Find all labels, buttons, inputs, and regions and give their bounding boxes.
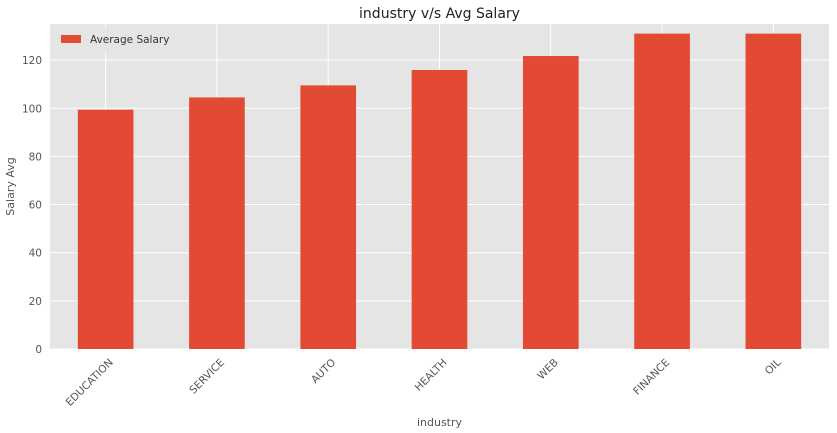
bar-health: [411, 69, 468, 350]
y-tick-label: 60: [29, 200, 42, 212]
x-axis-ticks: EDUCATION SERVICE AUTO HEALTH WEB FINANCE OIL: [64, 357, 784, 409]
bar-finance: [634, 33, 690, 349]
x-tick-label: WEB: [535, 357, 561, 383]
x-tick-label: AUTO: [309, 357, 338, 386]
bar-oil: [745, 33, 802, 349]
y-tick-label: 80: [29, 151, 42, 163]
x-axis-label: industry: [417, 416, 463, 429]
y-axis-label: Salary Avg: [4, 157, 17, 215]
legend-swatch: [61, 35, 81, 43]
legend: Average Salary: [55, 28, 172, 52]
x-tick-label: EDUCATION: [64, 357, 116, 409]
y-tick-label: 20: [29, 296, 42, 308]
y-tick-label: 0: [35, 344, 42, 356]
legend-label: Average Salary: [90, 34, 169, 46]
x-tick-label: OIL: [763, 357, 784, 378]
bar-auto: [300, 85, 357, 349]
x-tick-label: FINANCE: [631, 357, 672, 398]
bar-web: [522, 56, 579, 349]
y-tick-label: 40: [29, 248, 42, 260]
bar-service: [189, 97, 245, 349]
x-tick-label: HEALTH: [413, 357, 450, 394]
y-tick-label: 100: [22, 103, 42, 115]
bars: [77, 33, 802, 350]
x-tick-label: SERVICE: [187, 357, 227, 397]
y-axis-ticks: 0 20 40 60 80 100 120: [22, 55, 42, 356]
y-tick-label: 120: [22, 55, 42, 67]
bar-education: [77, 109, 134, 349]
chart-title: industry v/s Avg Salary: [359, 6, 520, 22]
